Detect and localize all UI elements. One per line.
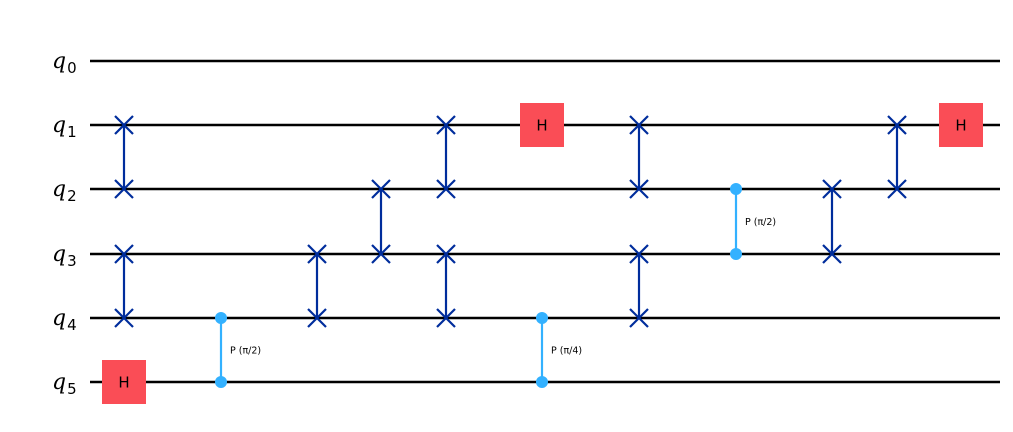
swap-x-icon <box>822 179 842 199</box>
swap-x-icon <box>371 244 391 264</box>
qubit-label-3: q3 <box>52 242 77 270</box>
swap-x-icon <box>436 115 456 135</box>
hadamard-box <box>102 360 146 404</box>
swap-x-icon <box>629 115 649 135</box>
qubit-label-name: q <box>52 49 66 74</box>
hadamard-box <box>939 103 983 147</box>
swap-x-icon <box>307 244 327 264</box>
swap-gate <box>436 244 456 328</box>
h-gate: H <box>520 103 564 147</box>
controlled-phase-label: P (π/4) <box>551 346 582 357</box>
cp-gate: P (π/4) <box>536 312 582 388</box>
qubit-label-5: q5 <box>52 370 77 398</box>
controlled-phase-label: P (π/2) <box>230 346 261 357</box>
swap-gate <box>887 115 907 199</box>
hadamard-label: H <box>955 117 966 135</box>
qubit-label-index: 2 <box>67 187 77 205</box>
gates: H P (π/2) H P (π/4) P (π/2) H <box>102 103 983 404</box>
cp-gate: P (π/2) <box>215 312 261 388</box>
swap-x-icon <box>114 115 134 135</box>
swap-gate <box>307 244 327 328</box>
control-dot <box>536 376 548 388</box>
control-dot <box>536 312 548 324</box>
swap-x-icon <box>887 115 907 135</box>
qubit-label-index: 1 <box>67 123 77 141</box>
swap-x-icon <box>887 179 907 199</box>
qubit-label-index: 0 <box>67 59 77 77</box>
hadamard-label: H <box>118 374 129 392</box>
control-dot <box>730 248 742 260</box>
swap-x-icon <box>436 179 456 199</box>
control-dot <box>215 376 227 388</box>
swap-x-icon <box>114 308 134 328</box>
qubit-label-index: 3 <box>67 252 77 270</box>
controlled-phase-label: P (π/2) <box>745 217 776 228</box>
qubit-label-index: 5 <box>67 380 77 398</box>
swap-x-icon <box>629 244 649 264</box>
hadamard-box <box>520 103 564 147</box>
swap-x-icon <box>436 244 456 264</box>
swap-x-icon <box>436 308 456 328</box>
qubit-label-name: q <box>52 242 66 267</box>
swap-x-icon <box>114 244 134 264</box>
swap-gate <box>114 244 134 328</box>
h-gate: H <box>939 103 983 147</box>
swap-x-icon <box>371 179 391 199</box>
swap-gate <box>371 179 391 264</box>
h-gate: H <box>102 360 146 404</box>
qubit-label-index: 4 <box>67 316 77 334</box>
swap-x-icon <box>822 244 842 264</box>
qubit-label-4: q4 <box>52 306 77 334</box>
swap-gate <box>436 115 456 199</box>
qubit-label-1: q1 <box>52 113 77 141</box>
cp-gate: P (π/2) <box>730 183 776 260</box>
swap-x-icon <box>629 179 649 199</box>
hadamard-label: H <box>536 117 547 135</box>
swap-x-icon <box>307 308 327 328</box>
qubit-label-name: q <box>52 177 66 202</box>
qubit-label-2: q2 <box>52 177 77 205</box>
swap-gate <box>629 244 649 328</box>
qubit-label-name: q <box>52 113 66 138</box>
control-dot <box>730 183 742 195</box>
swap-gate <box>629 115 649 199</box>
swap-gate <box>822 179 842 264</box>
swap-gate <box>114 115 134 199</box>
qubit-label-0: q0 <box>52 49 77 77</box>
qubit-label-name: q <box>52 306 66 331</box>
swap-x-icon <box>629 308 649 328</box>
control-dot <box>215 312 227 324</box>
qubit-label-name: q <box>52 370 66 395</box>
swap-x-icon <box>114 179 134 199</box>
